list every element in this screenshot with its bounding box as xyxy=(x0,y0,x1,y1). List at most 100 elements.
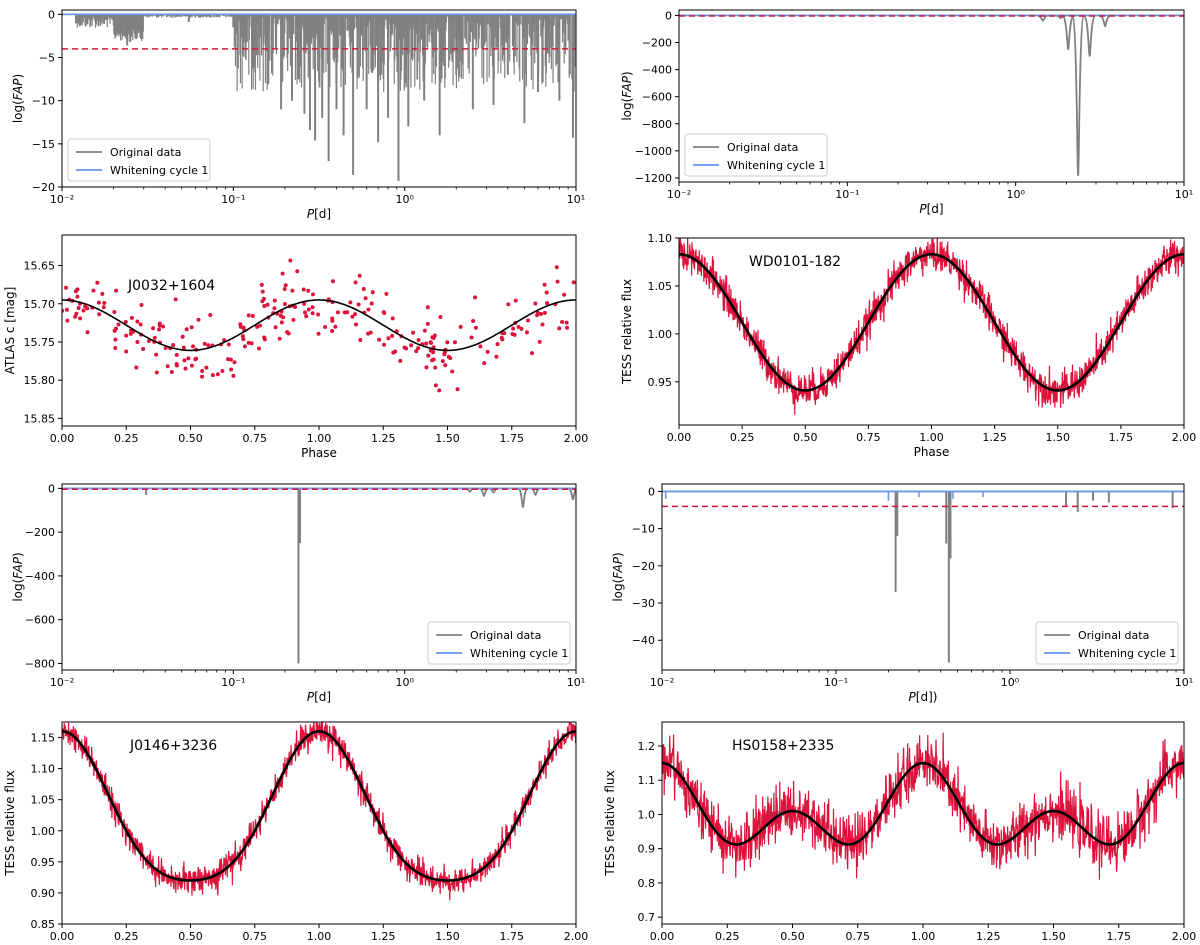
data-point xyxy=(200,368,205,373)
y-tick-label: −20 xyxy=(32,181,55,194)
data-point xyxy=(545,301,550,306)
x-tick-label: 0.00 xyxy=(667,431,692,444)
y-tick-label: −1200 xyxy=(635,172,672,185)
data-point xyxy=(437,388,442,393)
data-point xyxy=(381,310,386,315)
data-point xyxy=(426,353,431,358)
x-tick-label: 0.25 xyxy=(114,930,139,943)
y-tick-label: −30 xyxy=(632,597,655,610)
legend-entry: Whitening cycle 1 xyxy=(727,159,825,172)
y-tick-label: 1.2 xyxy=(638,740,656,753)
data-point xyxy=(342,310,347,315)
data-point xyxy=(194,356,199,361)
y-tick-label: 0.85 xyxy=(31,918,56,931)
y-tick-label: 15.70 xyxy=(24,298,56,311)
x-tick-label: 10⁰ xyxy=(395,676,414,689)
data-point xyxy=(123,320,128,325)
data-point xyxy=(506,302,511,307)
x-tick-label: 0.25 xyxy=(715,930,740,943)
data-point xyxy=(229,367,234,372)
data-point xyxy=(402,345,407,350)
data-point xyxy=(555,279,560,284)
data-point xyxy=(191,344,196,349)
y-tick-label: 15.80 xyxy=(24,374,56,387)
data-point xyxy=(554,265,559,270)
data-point xyxy=(95,280,100,285)
axes-frame xyxy=(678,9,1185,183)
data-point xyxy=(100,291,105,296)
data-point xyxy=(112,310,117,315)
y-axis-label: log(FAP) xyxy=(620,71,634,120)
data-point xyxy=(208,312,213,317)
panel-p8: HS0158+2335 0.00 0.25 0.50 0.75 1.00 1.25 1.50 1… xyxy=(603,721,1197,945)
data-point xyxy=(301,287,306,292)
data-point xyxy=(377,337,382,342)
data-point xyxy=(304,314,309,319)
legend-entry: Whitening cycle 1 xyxy=(110,164,208,177)
data-point xyxy=(272,306,277,311)
data-point xyxy=(157,321,162,326)
star-label: HS0158+2335 xyxy=(732,738,834,754)
data-point xyxy=(154,370,159,375)
y-tick-label: −5 xyxy=(39,51,55,64)
data-point xyxy=(495,342,500,347)
data-point xyxy=(146,339,151,344)
data-point xyxy=(114,288,119,293)
data-point xyxy=(398,358,403,363)
legend-entry: Original data xyxy=(1078,629,1149,642)
y-tick-label: 0.9 xyxy=(638,843,656,856)
x-tick-label: 0.50 xyxy=(793,431,818,444)
data-point xyxy=(272,298,277,303)
data-point xyxy=(174,361,179,366)
data-point xyxy=(249,341,254,346)
data-point xyxy=(189,363,194,368)
x-tick-label: 1.25 xyxy=(371,432,396,445)
data-point xyxy=(242,344,247,349)
data-point xyxy=(469,335,474,340)
y-tick-label: 0.7 xyxy=(638,911,656,924)
data-point xyxy=(151,326,156,331)
data-point xyxy=(356,302,361,307)
data-point xyxy=(310,292,315,297)
data-point xyxy=(113,326,118,331)
data-point xyxy=(74,311,79,316)
data-point xyxy=(282,301,287,306)
legend-entry: Whitening cycle 1 xyxy=(470,647,568,660)
data-point xyxy=(102,301,107,306)
data-point xyxy=(210,373,215,378)
y-tick-label: 1.0 xyxy=(638,808,656,821)
y-tick-label: 1.15 xyxy=(31,732,56,745)
data-point xyxy=(494,354,499,359)
x-tick-label: 1.50 xyxy=(435,432,460,445)
data-point xyxy=(64,307,69,312)
y-tick-label: 1.10 xyxy=(31,763,56,776)
x-tick-label: 2.00 xyxy=(1172,930,1197,943)
x-tick-label: 10⁻² xyxy=(650,676,674,689)
data-point xyxy=(232,360,237,365)
series-fit xyxy=(679,253,1184,392)
data-point xyxy=(180,334,185,339)
x-tick-label: 10⁰ xyxy=(1001,676,1020,689)
legend: Original data Whitening cycle 1 xyxy=(1035,621,1179,665)
series-data xyxy=(662,732,1184,880)
data-point xyxy=(62,308,65,313)
data-point xyxy=(564,320,569,325)
data-point xyxy=(280,271,285,276)
x-tick-label: 1.00 xyxy=(919,431,944,444)
data-point xyxy=(240,334,245,339)
data-point xyxy=(511,326,516,331)
data-point xyxy=(440,359,445,364)
y-tick-label: −800 xyxy=(642,118,672,131)
star-label: J0032+1604 xyxy=(127,278,215,294)
data-point xyxy=(181,345,186,350)
data-point xyxy=(416,346,421,351)
data-point xyxy=(424,365,429,370)
data-point xyxy=(129,315,134,320)
legend-entry: Whitening cycle 1 xyxy=(1078,647,1176,660)
plot-area xyxy=(679,14,1184,177)
data-point xyxy=(81,308,86,313)
data-point xyxy=(358,337,363,342)
x-axis-label: P[d]) xyxy=(909,690,938,704)
legend-box xyxy=(67,138,211,182)
data-point xyxy=(542,282,547,287)
